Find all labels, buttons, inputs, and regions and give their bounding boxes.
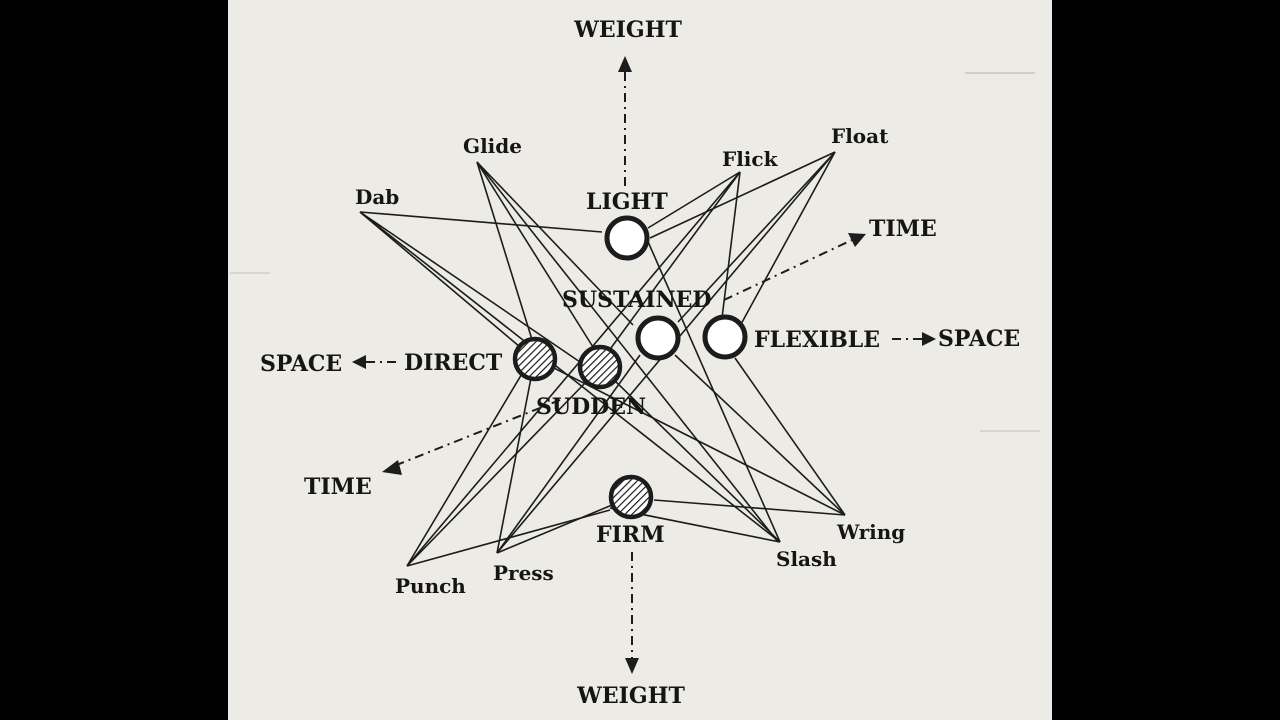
firm-node: [608, 474, 654, 520]
wring-label: Wring: [836, 520, 905, 544]
space-right-label: SPACE: [938, 326, 1020, 352]
firm-label: FIRM: [596, 522, 665, 548]
time-right-label: TIME: [869, 216, 937, 242]
connection-lines: [359, 151, 846, 567]
space-axis: [352, 332, 936, 369]
flick-label: Flick: [722, 147, 779, 171]
weight-bottom-label: WEIGHT: [576, 683, 685, 709]
weight-top-label: WEIGHT: [573, 17, 682, 43]
sudden-node: [577, 344, 623, 390]
light-node: [604, 215, 650, 261]
sustained-label: SUSTAINED: [562, 287, 711, 313]
dab-label: Dab: [355, 185, 399, 209]
flexible-label: FLEXIBLE: [754, 327, 880, 353]
slash-label: Slash: [776, 547, 837, 571]
sudden-label: SUDDEN: [536, 394, 646, 420]
time-axis: [382, 233, 866, 475]
float-label: Float: [831, 124, 889, 148]
light-label: LIGHT: [586, 189, 668, 215]
direct-node: [512, 336, 558, 382]
space-left-label: SPACE: [260, 351, 342, 377]
punch-label: Punch: [395, 574, 466, 598]
book-page: [228, 0, 1052, 720]
flexible-node: [702, 314, 748, 360]
direct-label: DIRECT: [404, 350, 503, 376]
bleed-through-text: [230, 72, 1040, 432]
time-left-label: TIME: [304, 474, 372, 500]
press-label: Press: [493, 561, 554, 585]
weight-axis: [618, 56, 639, 674]
sustained-node: [635, 315, 681, 361]
glide-label: Glide: [463, 134, 522, 158]
